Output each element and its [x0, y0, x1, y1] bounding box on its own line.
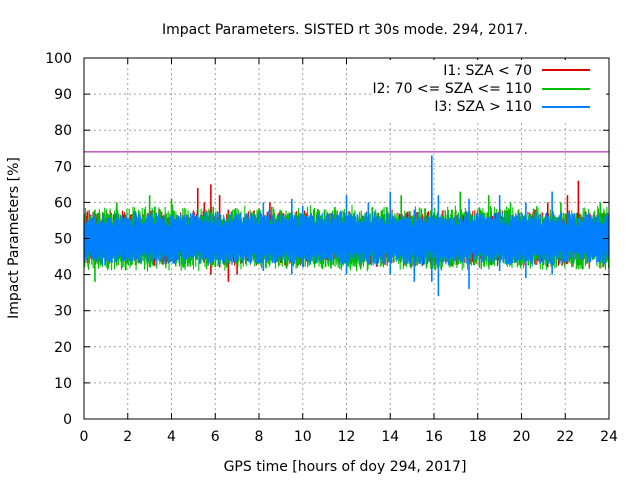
y-tick-label: 0 [63, 412, 72, 428]
x-tick-label: 14 [381, 429, 399, 445]
y-tick-label: 20 [54, 340, 72, 356]
x-tick-label: 10 [294, 429, 312, 445]
legend-label-i2: I2: 70 <= SZA <= 110 [372, 81, 532, 97]
y-tick-label: 100 [45, 51, 72, 67]
x-tick-label: 6 [211, 429, 220, 445]
series-3-line [83, 155, 610, 297]
x-tick-label: 2 [123, 429, 132, 445]
y-tick-label: 10 [54, 376, 72, 392]
x-tick-label: 16 [425, 429, 443, 445]
data-layer [83, 155, 610, 297]
x-tick-label: 18 [469, 429, 487, 445]
chart-title: Impact Parameters. SISTED rt 30s mode. 2… [162, 22, 528, 38]
y-tick-label: 90 [54, 87, 72, 103]
x-tick-label: 20 [513, 429, 531, 445]
legend: I1: SZA < 70 I2: 70 <= SZA <= 110 I3: SZ… [372, 60, 606, 122]
y-tick-label: 60 [54, 195, 72, 211]
tick-layer [83, 57, 610, 420]
legend-label-i1: I1: SZA < 70 [443, 63, 532, 79]
y-tick-label: 30 [54, 304, 72, 320]
x-tick-label: 8 [255, 429, 264, 445]
y-tick-label: 70 [54, 159, 72, 175]
x-axis-label: GPS time [hours of doy 294, 2017] [224, 459, 467, 475]
y-tick-label: 50 [54, 232, 72, 248]
x-tick-label: 0 [80, 429, 89, 445]
x-tick-label: 24 [600, 429, 618, 445]
legend-label-i3: I3: SZA > 110 [434, 99, 532, 115]
x-tick-label: 12 [338, 429, 356, 445]
y-axis-label: Impact Parameters [%] [6, 157, 22, 319]
x-tick-label: 22 [556, 429, 574, 445]
y-tick-label: 80 [54, 123, 72, 139]
x-tick-label: 4 [167, 429, 176, 445]
y-tick-label: 40 [54, 268, 72, 284]
